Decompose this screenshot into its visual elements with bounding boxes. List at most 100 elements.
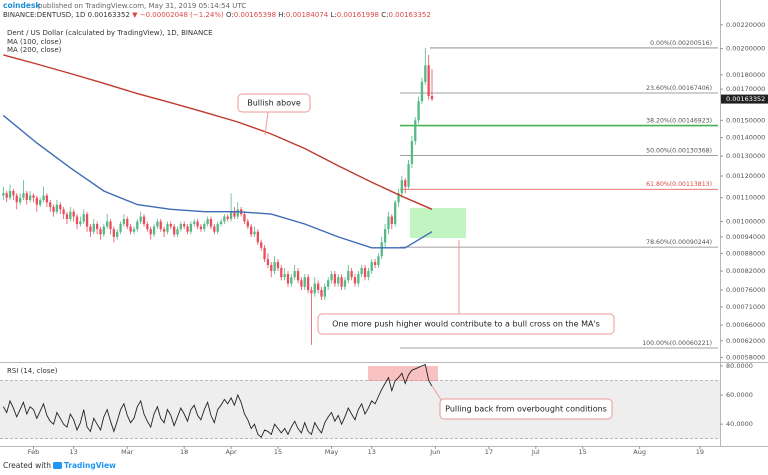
candle-body bbox=[89, 226, 92, 232]
candle-body bbox=[152, 226, 156, 235]
rsi-line bbox=[2, 363, 433, 439]
x-tick-label: May bbox=[325, 448, 339, 456]
callout-box bbox=[317, 313, 615, 335]
x-tick-label: Mar bbox=[121, 448, 134, 456]
candle-body bbox=[316, 283, 320, 290]
y-tick-label: 0.00071000 bbox=[726, 303, 765, 311]
candle-body bbox=[347, 271, 350, 281]
candle-body bbox=[112, 229, 116, 237]
tv-logo bbox=[53, 462, 62, 469]
annotation: One more push higher would contribute to… bbox=[332, 320, 600, 329]
annotation: Pulling back from overbought conditions bbox=[445, 405, 607, 414]
rsi-y-tick-label: 60.0000 bbox=[726, 391, 753, 399]
candle-body bbox=[176, 229, 179, 235]
x-tick-label: Apr bbox=[225, 448, 237, 456]
candle-body bbox=[404, 180, 407, 187]
candle-body bbox=[92, 224, 95, 232]
high-label: H: bbox=[278, 11, 286, 19]
candle-body bbox=[283, 274, 286, 278]
candle-body bbox=[203, 224, 206, 230]
candle-body bbox=[236, 209, 239, 217]
fib-label: 100.00%(0.00060221) bbox=[642, 340, 712, 347]
overbought-highlight bbox=[368, 366, 438, 381]
candle-body bbox=[424, 65, 427, 82]
candle-body bbox=[126, 219, 129, 227]
candle-body bbox=[42, 195, 45, 201]
candle-body bbox=[290, 277, 293, 284]
fib-label: 78.60%(0.00090244) bbox=[646, 239, 712, 246]
candle-body bbox=[417, 101, 420, 121]
candle-body bbox=[343, 280, 347, 287]
candle-body bbox=[320, 289, 323, 297]
candle-body bbox=[243, 214, 246, 222]
close-label: C: bbox=[381, 11, 388, 19]
candle-body bbox=[162, 229, 166, 232]
candle-body bbox=[55, 204, 59, 212]
close-value: 0.00163352 bbox=[389, 11, 431, 19]
candle-body bbox=[377, 256, 380, 266]
candle-body bbox=[132, 229, 136, 232]
chart-title: Dent / US Dollar (calculated by TradingV… bbox=[7, 29, 213, 37]
candle-body bbox=[330, 274, 333, 281]
candle-body bbox=[49, 202, 52, 207]
low-label: L: bbox=[330, 11, 336, 19]
candle-body bbox=[25, 193, 28, 201]
x-tick-label: Jun bbox=[429, 448, 440, 456]
candle-body bbox=[293, 271, 296, 278]
candle-body bbox=[139, 216, 142, 222]
candle-body bbox=[65, 214, 69, 220]
fib-label: 61.80%(0.00113813) bbox=[646, 181, 712, 188]
candle-body bbox=[79, 221, 82, 225]
candle-body bbox=[296, 271, 300, 281]
candle-body bbox=[246, 221, 249, 227]
candle-body bbox=[223, 216, 226, 222]
candle-body bbox=[300, 280, 303, 287]
candle-body bbox=[350, 271, 353, 278]
candle-body bbox=[179, 224, 182, 230]
rsi-y-tick-label: 40.0000 bbox=[726, 420, 753, 428]
callout-box bbox=[237, 93, 311, 113]
candle-body bbox=[45, 195, 49, 203]
candle-body bbox=[12, 191, 15, 196]
candle-body bbox=[15, 195, 18, 203]
candle-body bbox=[387, 216, 390, 230]
candle-body bbox=[383, 229, 387, 243]
open-label: O: bbox=[226, 11, 234, 19]
candle-body bbox=[106, 221, 109, 227]
y-tick-label: 0.00062000 bbox=[726, 337, 765, 345]
candle-body bbox=[216, 224, 219, 232]
x-tick-label: 13 bbox=[70, 448, 78, 456]
candle-body bbox=[172, 226, 176, 235]
x-tick-label: 15 bbox=[274, 448, 282, 456]
candle-body bbox=[303, 277, 306, 287]
candle-body bbox=[206, 219, 209, 225]
candle-body bbox=[189, 224, 193, 232]
candle-body bbox=[52, 206, 55, 212]
candle-body bbox=[400, 180, 404, 194]
candle-body bbox=[75, 216, 79, 225]
y-tick-label: 0.00150000 bbox=[726, 116, 765, 124]
candle-body bbox=[2, 193, 5, 196]
candle-body bbox=[28, 195, 32, 201]
candle-body bbox=[219, 221, 223, 225]
candle-body bbox=[407, 163, 410, 187]
candle-body bbox=[142, 216, 146, 225]
change: ▼ −0.00002048 (−1.24%) bbox=[132, 11, 224, 19]
y-tick-label: 0.00058000 bbox=[726, 353, 765, 361]
y-tick-label: 0.00100000 bbox=[726, 218, 765, 226]
candle-body bbox=[373, 262, 377, 266]
last-price-box bbox=[721, 94, 768, 104]
candle-body bbox=[69, 211, 72, 220]
candle-body bbox=[99, 229, 102, 235]
plot-area: 0.00%(0.00200516) 23.60%(0.00167406) 38.20… bbox=[0, 40, 720, 440]
y-tick-label: 0.00220000 bbox=[726, 21, 765, 29]
candle-body bbox=[186, 226, 189, 232]
candle-body bbox=[226, 216, 229, 220]
candle-body bbox=[209, 219, 213, 227]
callout-pointer bbox=[264, 111, 269, 136]
candle-body bbox=[280, 267, 283, 278]
candle-body bbox=[270, 265, 273, 272]
candle-body bbox=[420, 81, 424, 102]
x-tick-label: 19 bbox=[696, 448, 704, 456]
